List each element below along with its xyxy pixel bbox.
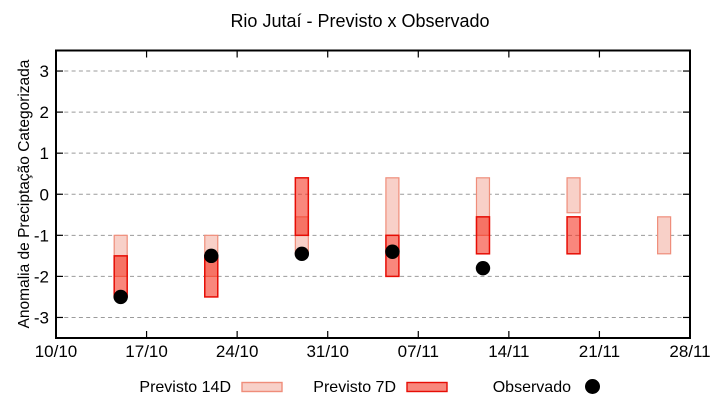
- y-tick-label: -2: [34, 267, 49, 286]
- forecast-group: [204, 234, 219, 298]
- x-tick-label: 14/11: [488, 342, 529, 361]
- y-axis-label: Anomalia de Preciptação Categorizada: [16, 59, 33, 328]
- previsto-7d-bar: [294, 177, 310, 237]
- observado-dot: [204, 248, 219, 264]
- legend: Previsto 14D Previsto 7D Observado: [139, 379, 600, 396]
- y-tick-label: 0: [40, 185, 49, 204]
- forecast-group: [385, 177, 400, 278]
- legend-label-previsto-14d: Previsto 14D: [139, 379, 231, 396]
- x-tick-label: 21/11: [579, 342, 620, 361]
- forecast-group: [657, 216, 672, 255]
- forecast-group: [566, 177, 581, 255]
- legend-swatch-observado-dot: [585, 379, 600, 394]
- observado-dot: [475, 260, 491, 276]
- observado-dot: [385, 244, 400, 259]
- observado-dot: [294, 246, 310, 262]
- x-tick-label: 28/11: [669, 342, 710, 361]
- x-tick-label: 10/10: [35, 342, 78, 361]
- legend-swatch-previsto-14d: [241, 381, 283, 393]
- y-tick-label: -3: [34, 308, 49, 327]
- legend-label-previsto-7d: Previsto 7D: [313, 379, 396, 396]
- previsto-7d-bar: [475, 216, 491, 255]
- x-tick-label: 07/11: [398, 342, 439, 361]
- previsto-14d-bar: [566, 177, 581, 214]
- plot-border: [55, 49, 691, 339]
- previsto-14d-bar: [657, 216, 672, 255]
- y-tick-label: 3: [40, 62, 49, 81]
- previsto-14d-bar: [385, 177, 400, 236]
- previsto-7d-bar: [566, 216, 581, 255]
- legend-label-observado: Observado: [493, 379, 571, 396]
- y-tick-label: 2: [40, 103, 49, 122]
- legend-swatch-previsto-7d: [406, 381, 448, 393]
- chart-title: Rio Jutaí - Previsto x Observado: [230, 11, 489, 31]
- y-tick-label: 1: [40, 144, 49, 163]
- x-tick-label: 17/10: [125, 342, 168, 361]
- forecast-group: [294, 177, 310, 262]
- x-tick-label: 24/10: [216, 342, 259, 361]
- y-tick-label: -1: [34, 226, 49, 245]
- observado-dot: [113, 289, 128, 305]
- forecast-group: [475, 177, 491, 276]
- x-tick-label: 31/10: [306, 342, 349, 361]
- forecast-group: [113, 234, 128, 305]
